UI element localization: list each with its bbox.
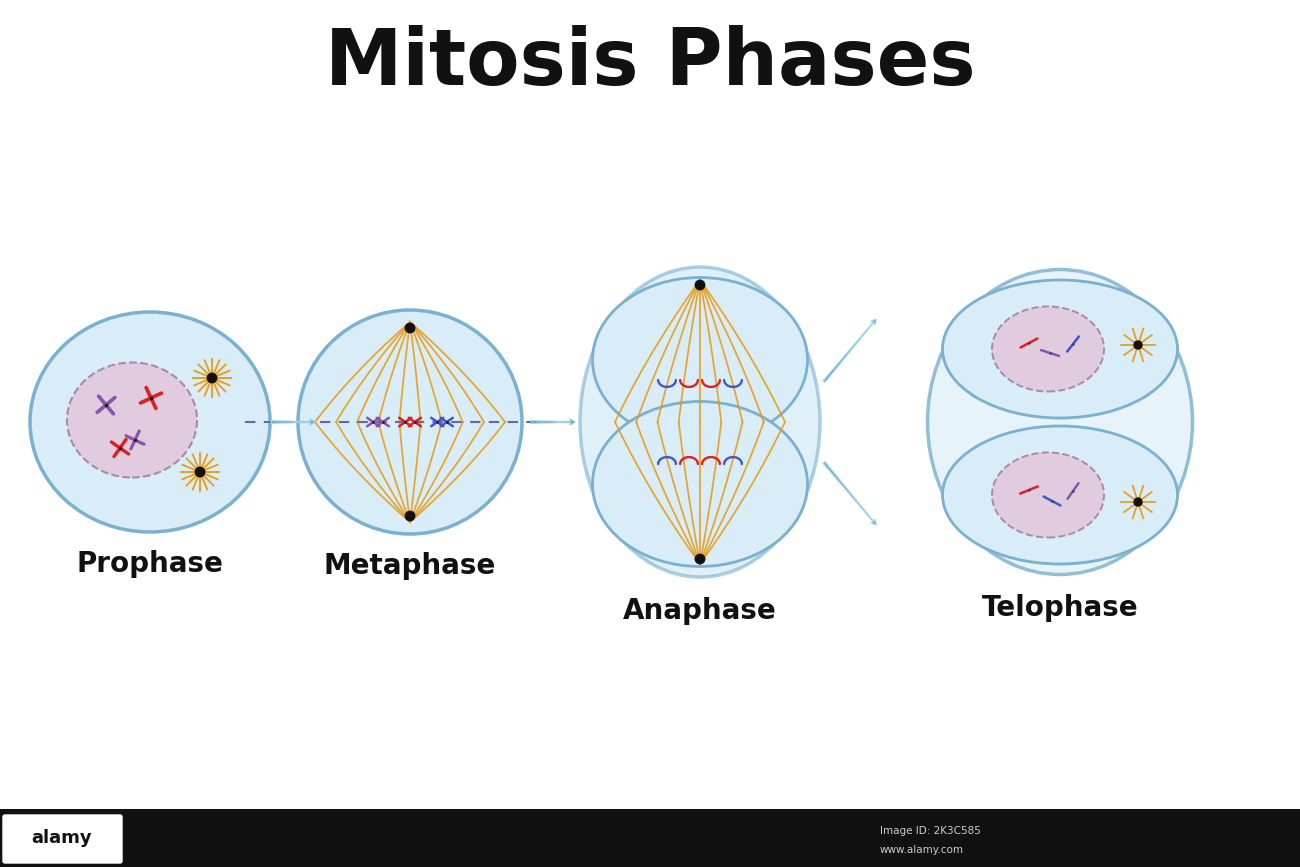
Text: Telophase: Telophase (982, 594, 1139, 622)
Ellipse shape (593, 401, 807, 566)
Ellipse shape (992, 453, 1104, 538)
Ellipse shape (593, 277, 807, 442)
Circle shape (195, 467, 204, 477)
Bar (0, 809, 1300, 867)
Text: www.alamy.com: www.alamy.com (880, 845, 965, 855)
Circle shape (696, 280, 705, 290)
Text: Anaphase: Anaphase (623, 597, 777, 625)
Text: Mitosis Phases: Mitosis Phases (325, 25, 975, 101)
Ellipse shape (580, 267, 820, 577)
Ellipse shape (942, 280, 1178, 418)
Circle shape (207, 374, 217, 382)
Circle shape (1134, 498, 1141, 506)
Text: alamy: alamy (31, 829, 92, 847)
Circle shape (406, 323, 415, 333)
Circle shape (1134, 341, 1141, 349)
FancyBboxPatch shape (3, 815, 122, 863)
Circle shape (406, 512, 415, 521)
Ellipse shape (927, 270, 1192, 575)
Circle shape (298, 310, 523, 534)
Text: Prophase: Prophase (77, 550, 224, 578)
Text: Image ID: 2K3C585: Image ID: 2K3C585 (880, 826, 982, 836)
Text: Metaphase: Metaphase (324, 552, 497, 580)
Ellipse shape (992, 307, 1104, 392)
Ellipse shape (30, 312, 270, 532)
Ellipse shape (68, 362, 198, 478)
Circle shape (696, 554, 705, 564)
Ellipse shape (942, 426, 1178, 564)
